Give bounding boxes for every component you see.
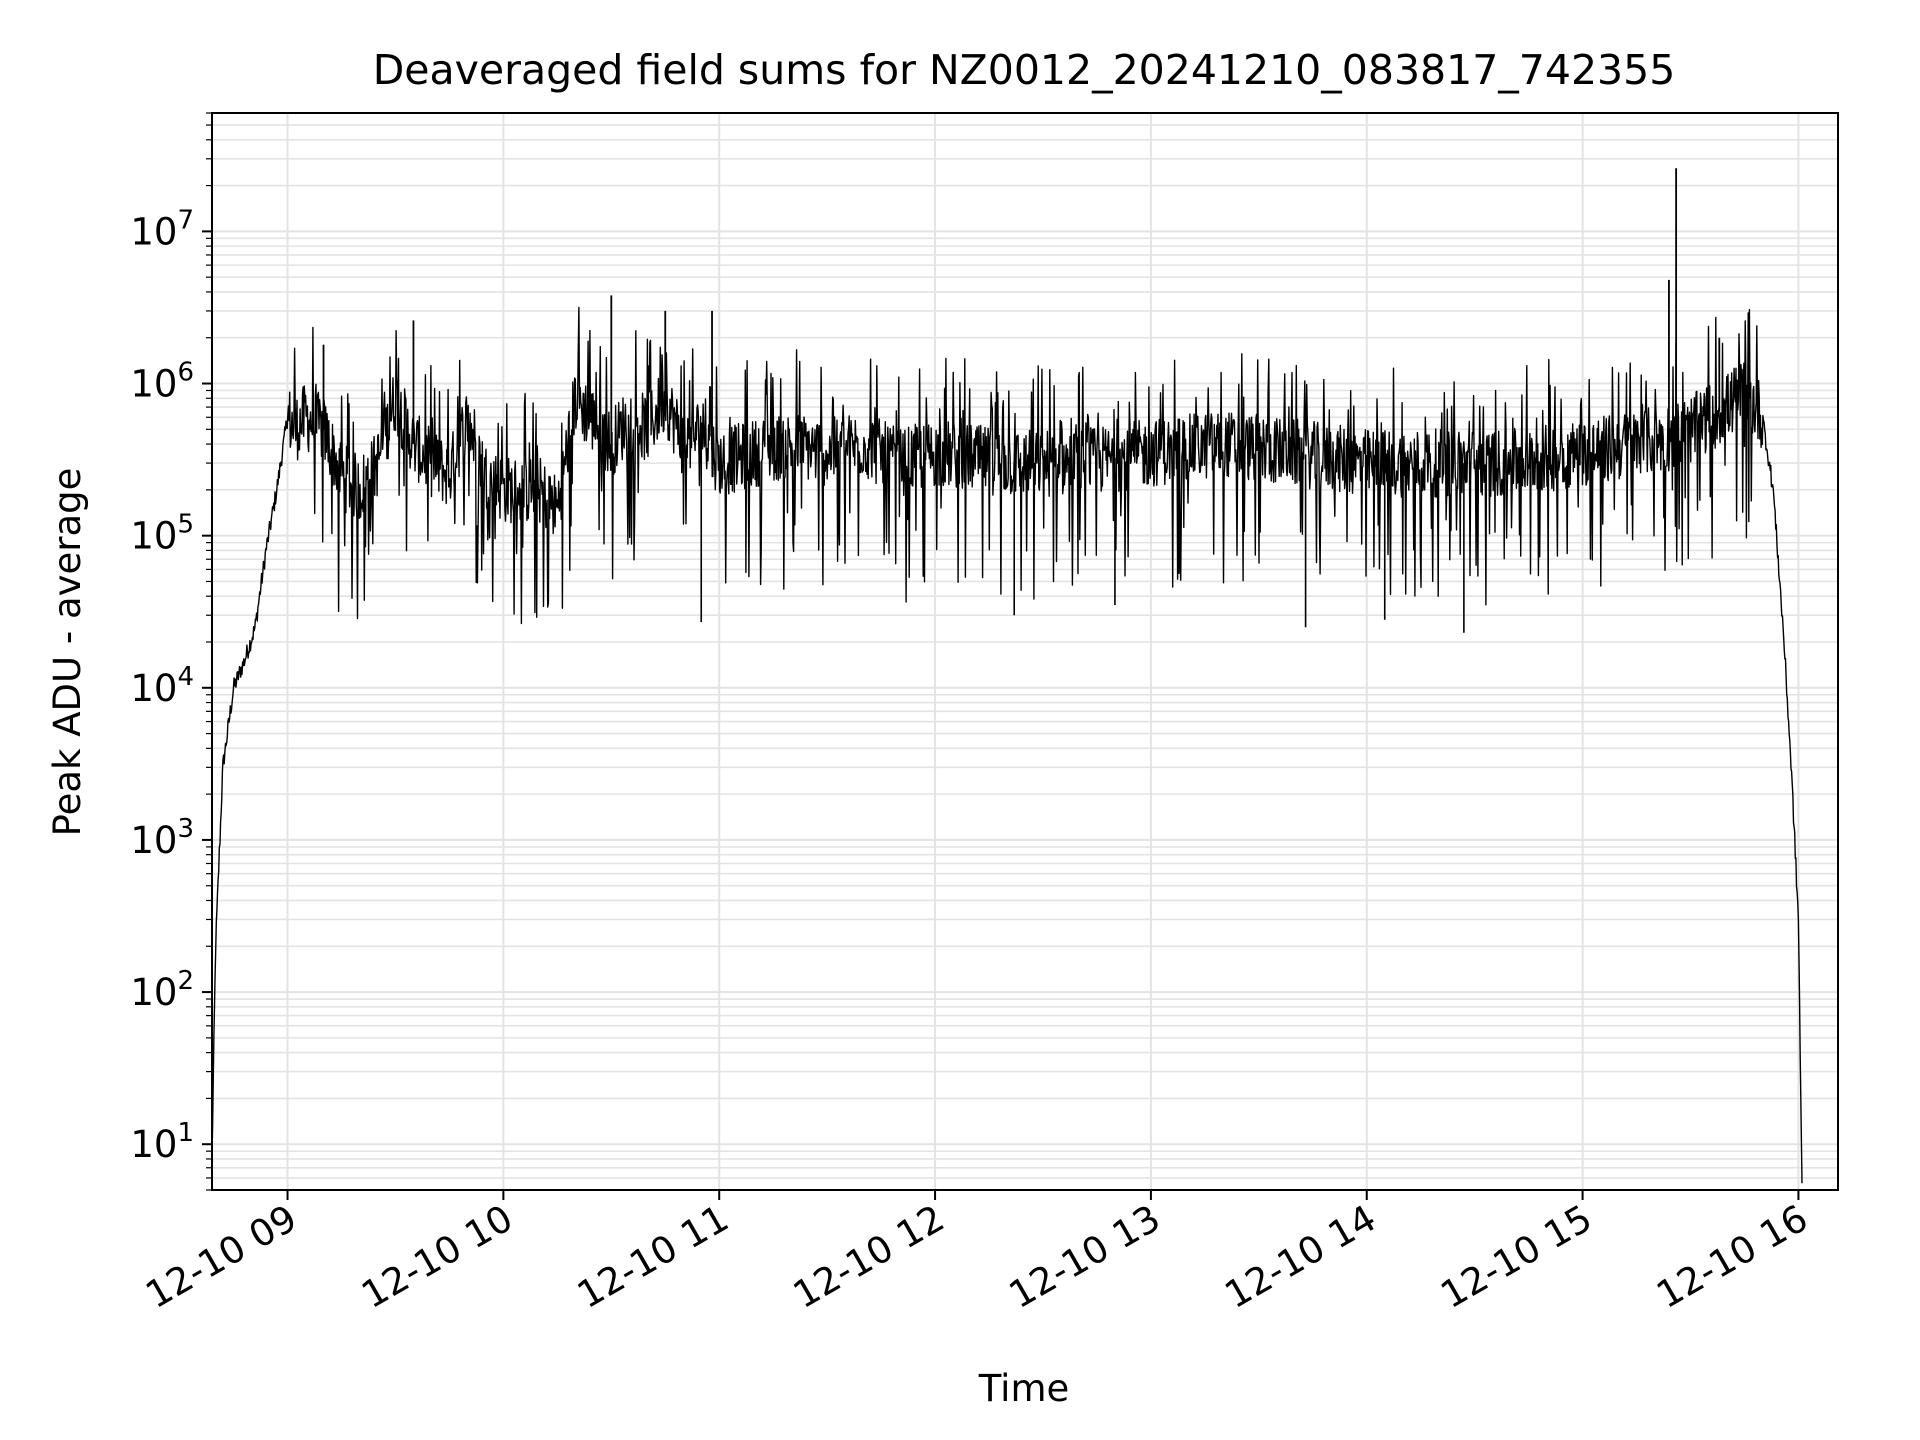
- series-layer: [211, 168, 1803, 1184]
- series-line: [211, 306, 1803, 1184]
- chart-title: Deaveraged field sums for NZ0012_2024121…: [373, 46, 1676, 94]
- y-axis-label: Peak ADU - average: [46, 468, 89, 837]
- plot-frame: [211, 112, 1839, 1191]
- y-tick-label: 101: [130, 1118, 194, 1166]
- y-tick-label: 102: [130, 966, 194, 1014]
- y-tick-label: 106: [130, 358, 194, 406]
- y-tick-label: 105: [130, 510, 194, 558]
- grid-lines: [212, 112, 1838, 1191]
- y-tick-label: 103: [130, 814, 194, 862]
- y-tick-label: 107: [130, 205, 194, 253]
- x-axis-label: Time: [978, 1367, 1070, 1410]
- y-tick-label: 104: [130, 662, 194, 710]
